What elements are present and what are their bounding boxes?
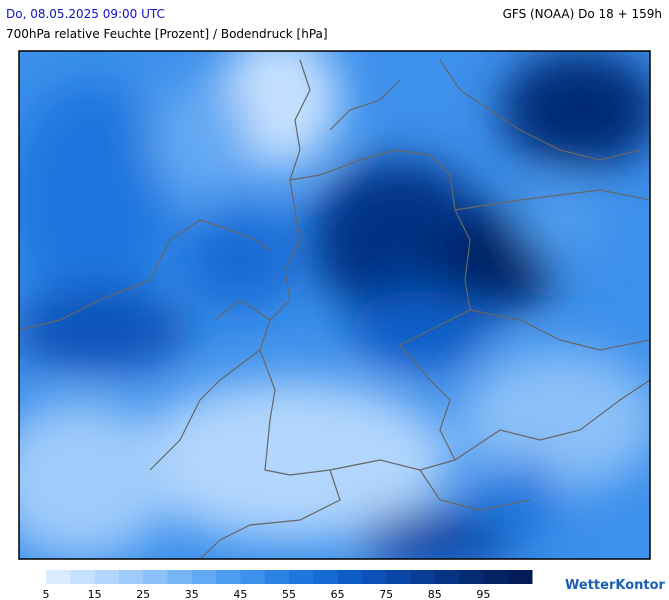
map <box>19 51 650 559</box>
legend-swatch <box>46 570 71 584</box>
legend-swatch <box>483 570 509 584</box>
legend-swatch <box>118 570 144 584</box>
legend-swatch <box>507 570 533 584</box>
legend-swatch <box>216 570 241 584</box>
legend-tick-label: 35 <box>185 588 199 600</box>
legend-tick-label: 45 <box>233 588 247 600</box>
legend-tick-label: 65 <box>331 588 345 600</box>
legend-swatch <box>313 570 339 584</box>
legend-swatch <box>70 570 96 584</box>
brand: WetterKontor <box>565 578 666 593</box>
legend-tick-label: 25 <box>136 588 150 600</box>
legend-swatch <box>143 570 168 584</box>
legend-swatch <box>361 570 387 584</box>
legend-swatch <box>434 570 460 584</box>
legend-swatch <box>191 570 217 584</box>
legend-swatch <box>410 570 436 584</box>
legend-swatch <box>94 570 120 584</box>
legend-swatch <box>240 570 266 584</box>
subtitle: 700hPa relative Feuchte [Prozent] / Bode… <box>6 27 328 41</box>
legend-swatch <box>264 570 290 584</box>
legend-tick-label: 5 <box>43 588 50 600</box>
legend-tick-label: 75 <box>379 588 393 600</box>
datetime: Do, 08.05.2025 09:00 UTC <box>6 7 165 21</box>
legend-swatch <box>289 570 314 584</box>
legend-tick-label: 95 <box>476 588 490 600</box>
legend-swatch <box>459 570 484 584</box>
legend-tick-label: 15 <box>88 588 102 600</box>
legend-swatch <box>167 570 193 584</box>
borders <box>19 59 650 559</box>
legend-swatch <box>337 570 363 584</box>
legend-tick-label: 85 <box>428 588 442 600</box>
legend: 5 15 25 35 45 55 65 75 85 95 <box>43 570 533 600</box>
map-frame <box>18 50 651 560</box>
legend-swatch <box>386 570 411 584</box>
legend-tick-label: 55 <box>282 588 296 600</box>
model: GFS (NOAA) Do 18 + 159h <box>503 7 662 21</box>
